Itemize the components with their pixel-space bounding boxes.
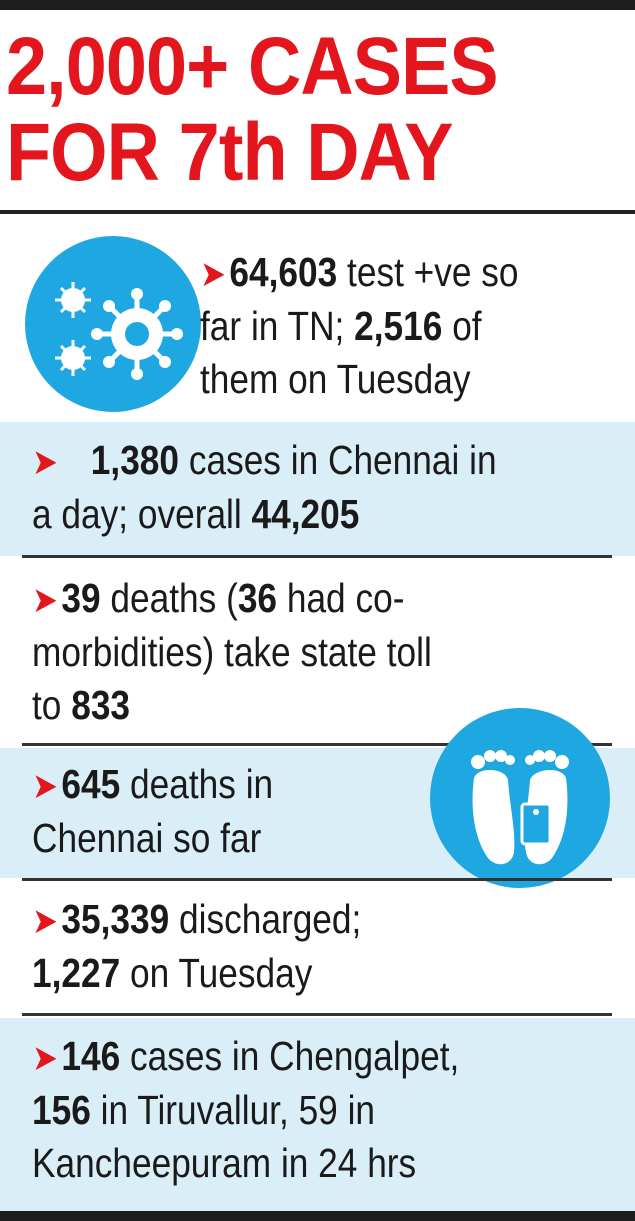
fact-item-3: ➤39 deaths (36 had co- morbidities) take… — [0, 560, 635, 743]
arrow-icon: ➤ — [200, 253, 226, 294]
arrow-icon: ➤ — [32, 579, 58, 620]
divider — [22, 1013, 612, 1016]
fact-text-4: ➤645 deaths in Chennai so far — [32, 761, 274, 861]
headline-line-2: FOR 7th DAY — [6, 107, 454, 198]
top-border — [0, 0, 635, 10]
fact-item-5: ➤35,339 discharged; 1,227 on Tuesday — [0, 883, 635, 1013]
fact-text-3: ➤39 deaths (36 had co- morbidities) take… — [32, 575, 432, 728]
virus-icon — [25, 236, 201, 412]
fact-item-2: ➤ 1,380 cases in Chennai in a day; overa… — [0, 422, 635, 556]
arrow-icon: ➤ — [32, 900, 58, 941]
feet-toe-tag-icon — [430, 708, 610, 888]
fact-item-1: ➤64,603 test +ve so far in TN; 2,516 of … — [0, 214, 635, 412]
arrow-icon: ➤ — [32, 765, 58, 806]
fact-text-6: ➤146 cases in Chengalpet, 156 in Tiruval… — [32, 1033, 460, 1186]
arrow-icon: ➤ — [32, 1037, 58, 1078]
headline: 2,000+ CASES FOR 7th DAY — [6, 24, 564, 196]
arrow-icon: ➤ — [32, 441, 58, 482]
divider — [22, 555, 612, 558]
headline-divider — [0, 210, 635, 214]
fact-item-6: ➤146 cases in Chengalpet, 156 in Tiruval… — [0, 1018, 635, 1211]
fact-text-2: ➤ 1,380 cases in Chennai in a day; overa… — [32, 437, 497, 537]
fact-text-5: ➤35,339 discharged; 1,227 on Tuesday — [32, 896, 362, 996]
bottom-border — [0, 1211, 635, 1221]
fact-text-1: ➤64,603 test +ve so far in TN; 2,516 of … — [200, 249, 519, 402]
headline-line-1: 2,000+ CASES — [6, 21, 499, 112]
divider — [22, 878, 612, 881]
divider — [22, 743, 612, 746]
